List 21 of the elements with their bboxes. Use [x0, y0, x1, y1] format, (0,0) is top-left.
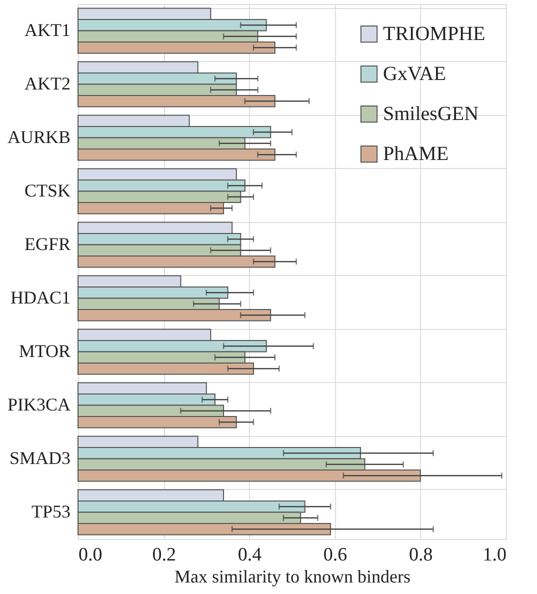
y-tick-label: AKT2 [24, 73, 70, 94]
legend-label: TRIOMPHE [383, 23, 486, 45]
y-tick-label: HDAC1 [10, 287, 70, 308]
y-tick-label: PIK3CA [7, 394, 70, 414]
y-tick-label: EGFR [24, 234, 70, 254]
y-tick-label: AURKB [7, 126, 70, 147]
y-tick-label: TP53 [31, 501, 70, 522]
x-tick-label: 0.4 [238, 544, 262, 566]
x-axis-title: Max similarity to known binders [174, 566, 410, 586]
y-tick-label: AKT1 [24, 20, 70, 40]
legend-label: GxVAE [383, 63, 446, 85]
x-tick-label: 0.8 [409, 544, 433, 566]
legend-label: PhAME [383, 143, 449, 165]
x-tick-label: 1.0 [482, 544, 506, 566]
x-tick-label: 0.2 [152, 544, 176, 566]
y-tick-label: CTSK [24, 180, 70, 200]
x-tick-label: 0.0 [78, 544, 102, 566]
y-tick-label: MTOR [18, 340, 70, 361]
x-tick-label: 0.6 [323, 544, 348, 566]
y-tick-label: SMAD3 [9, 448, 70, 468]
legend-label: SmilesGEN [383, 103, 479, 125]
